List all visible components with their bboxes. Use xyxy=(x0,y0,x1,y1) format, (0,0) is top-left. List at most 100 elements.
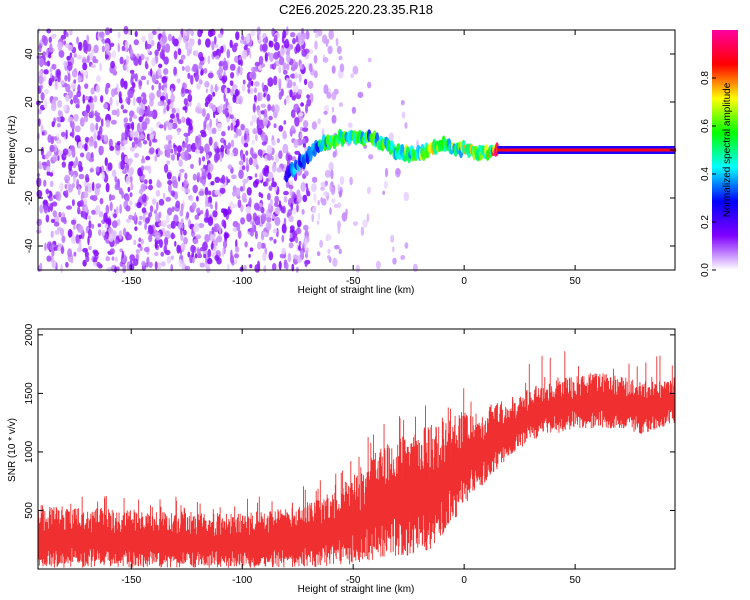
spectrogram-cell xyxy=(129,130,135,138)
spectrogram-cell xyxy=(173,214,179,224)
spectrogram-cell xyxy=(141,207,147,214)
spectrogram-cell xyxy=(252,180,259,188)
y-tick-label: 500 xyxy=(24,502,35,519)
spectrogram-cell xyxy=(404,122,408,129)
spectrogram-cell xyxy=(194,214,199,220)
spectrogram-ridge-core xyxy=(497,148,675,152)
spectrogram-cell xyxy=(296,219,302,228)
spectrogram-cell xyxy=(163,107,167,113)
spectrogram-cell xyxy=(76,54,82,60)
spectrogram-cell xyxy=(241,165,246,171)
spectrogram-cell xyxy=(290,32,296,38)
spectrogram-cell xyxy=(245,150,249,156)
spectrogram-cell xyxy=(331,198,336,204)
spectrogram-cell xyxy=(54,229,60,235)
spectrogram-cell xyxy=(261,141,267,146)
spectrogram-cell xyxy=(263,265,267,273)
spectrogram-cell xyxy=(255,134,258,142)
spectrogram-cell xyxy=(298,36,305,46)
spectrogram-cell xyxy=(148,32,154,40)
spectrogram-cell xyxy=(199,262,205,268)
spectrogram-cell xyxy=(216,235,223,243)
spectrogram-cell xyxy=(293,103,300,113)
x-tick-label: -150 xyxy=(121,276,141,287)
spectrogram-cell xyxy=(207,162,214,173)
spectrogram-cell xyxy=(309,63,313,72)
spectrogram-cell xyxy=(192,63,199,73)
spectrogram-cell xyxy=(170,93,175,103)
spectrogram-cell xyxy=(367,81,372,89)
spectrogram-cell xyxy=(284,98,287,106)
spectrogram-cell xyxy=(185,40,189,51)
spectrogram-cell xyxy=(79,225,84,234)
spectrogram-cell xyxy=(273,41,280,51)
spectrogram-cell xyxy=(271,263,277,271)
spectrogram-cell xyxy=(287,154,293,161)
spectrogram-cell xyxy=(388,132,394,141)
spectrogram-cell xyxy=(88,220,92,229)
spectrogram-cell xyxy=(300,182,306,192)
spectrogram-cell xyxy=(221,131,226,137)
spectrogram-cell xyxy=(170,87,174,95)
spectrogram-cell xyxy=(67,183,74,193)
spectrogram-cell xyxy=(109,248,115,255)
colorbar-gradient xyxy=(712,30,738,270)
spectrogram-cell xyxy=(36,177,42,188)
spectrogram-cell xyxy=(115,100,119,107)
spectrogram-cell xyxy=(324,104,330,113)
spectrogram-cell xyxy=(176,154,180,161)
spectrogram-cell xyxy=(86,182,93,193)
spectrogram-cell xyxy=(101,230,106,236)
spectrogram-cell xyxy=(266,145,273,155)
spectrogram-cell xyxy=(181,66,185,71)
spectrogram-cell xyxy=(287,252,292,263)
spectrogram-cell xyxy=(50,230,54,238)
spectrogram-cell xyxy=(249,264,253,269)
spectrogram-cell xyxy=(294,236,299,244)
spectrogram-cell xyxy=(332,257,338,267)
spectrogram-cell xyxy=(67,228,73,238)
spectrogram-cell xyxy=(101,45,106,53)
spectrogram-cell xyxy=(304,247,310,253)
spectrogram-cell xyxy=(412,263,418,272)
spectrogram-cell xyxy=(237,65,241,74)
spectrogram-cell xyxy=(290,125,295,132)
spectrogram-cell xyxy=(155,190,161,197)
spectrogram-cell xyxy=(48,36,52,43)
spectrogram-cell xyxy=(195,106,201,113)
snr-x-ticks: -150 -100 -50 0 50 xyxy=(121,329,581,586)
spectrogram-cell xyxy=(220,144,225,153)
spectrogram-cell xyxy=(142,98,147,105)
spectrogram-cell xyxy=(242,182,246,192)
spectrogram-cell xyxy=(82,214,87,219)
spectrogram-cell xyxy=(180,28,184,38)
spectrogram-cell xyxy=(271,104,275,112)
spectrogram-cell xyxy=(283,196,288,203)
spectrogram-cell xyxy=(158,63,163,69)
spectrogram-cell xyxy=(170,113,175,119)
x-tick-label: -100 xyxy=(232,276,252,287)
spectrogram-cell xyxy=(197,29,203,38)
spectrogram-cell xyxy=(251,66,256,73)
spectrogram-cell xyxy=(395,167,401,178)
spectrogram-cell xyxy=(319,239,323,248)
spectrogram-cell xyxy=(57,155,60,161)
spectrogram-cell xyxy=(271,177,275,183)
spectrogram-cell xyxy=(99,166,102,174)
spectrogram-cell xyxy=(90,102,95,111)
spectrogram-cell xyxy=(237,59,242,65)
spectrogram-cell xyxy=(151,74,157,84)
spectrogram-cell xyxy=(249,120,254,127)
spectrogram-cell xyxy=(65,31,69,38)
spectrogram-cell xyxy=(214,43,219,48)
spectrogram-cell xyxy=(211,226,215,235)
spectrogram-cell xyxy=(266,216,272,223)
spectrogram-cell xyxy=(214,141,218,149)
spectrogram-cell xyxy=(177,130,180,136)
spectrogram-cell xyxy=(158,124,164,129)
spectrogram-cell xyxy=(156,201,159,211)
spectrogram-cell xyxy=(267,192,271,201)
spectrogram-cell xyxy=(208,127,213,136)
spectrogram-cell xyxy=(131,121,135,131)
